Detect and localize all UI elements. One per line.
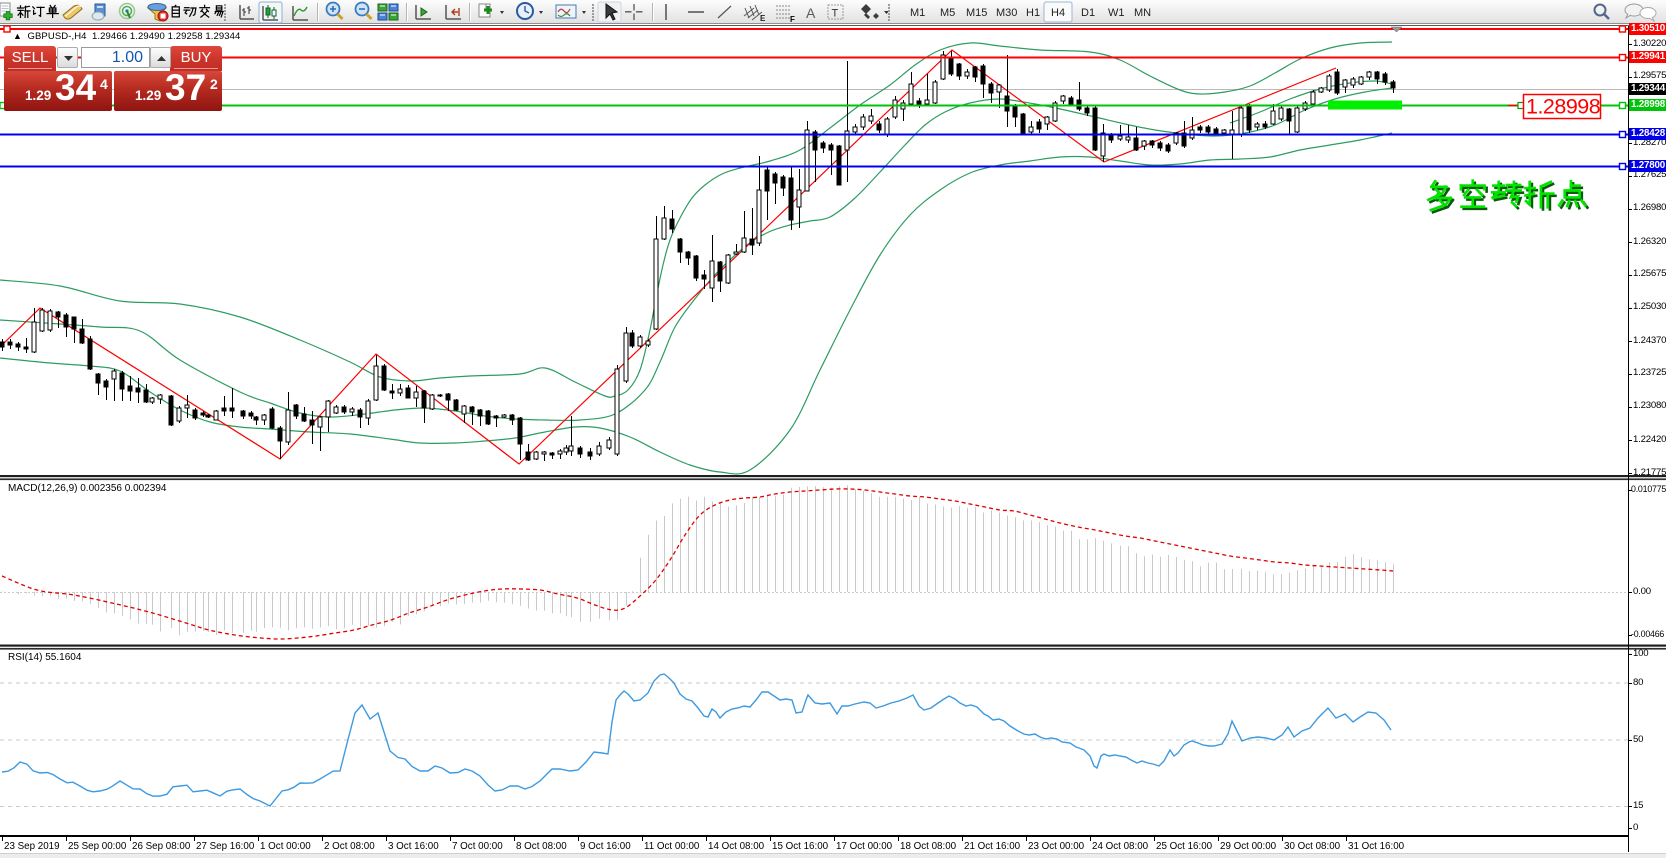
svg-text:MN: MN <box>1134 7 1151 19</box>
svg-text:T: T <box>832 8 839 20</box>
svg-text:M15: M15 <box>966 7 987 19</box>
svg-text:H4: H4 <box>1051 7 1065 19</box>
svg-text:M1: M1 <box>910 7 925 19</box>
svg-text:1.28998: 1.28998 <box>1526 95 1601 119</box>
svg-text:D1: D1 <box>1081 7 1095 19</box>
svg-text:E: E <box>760 14 766 23</box>
svg-text:H1: H1 <box>1026 7 1040 19</box>
svg-text:F: F <box>790 15 795 24</box>
svg-text:A: A <box>806 5 816 21</box>
svg-text:M5: M5 <box>940 7 955 19</box>
svg-text:W1: W1 <box>1108 7 1125 19</box>
svg-text:M30: M30 <box>996 7 1017 19</box>
